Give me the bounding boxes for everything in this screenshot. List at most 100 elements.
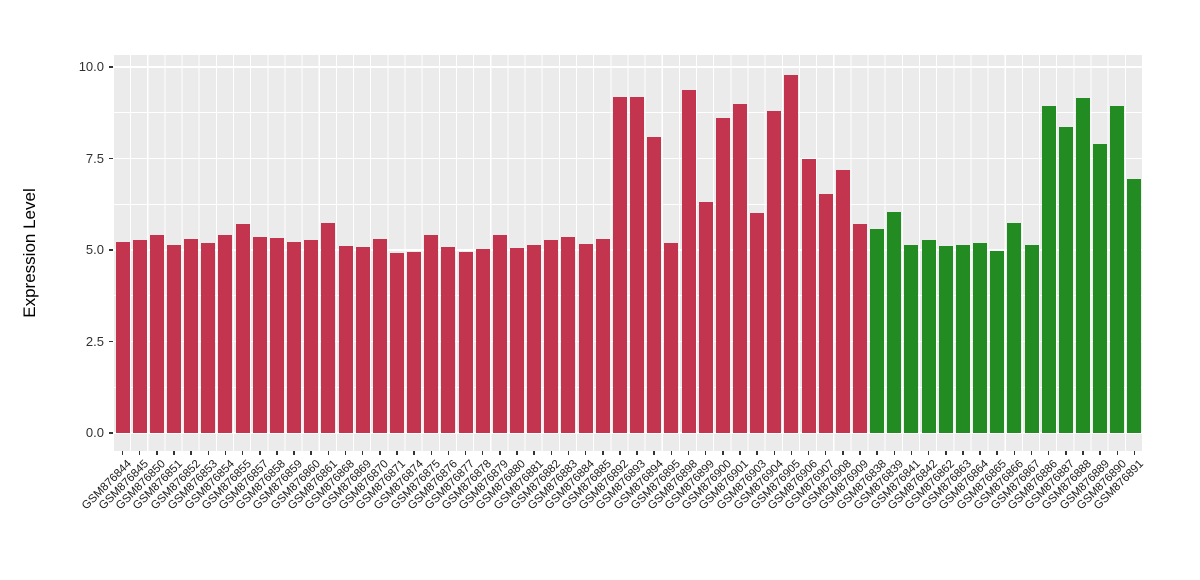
- bar: [372, 239, 387, 433]
- x-axis-tick: [842, 451, 844, 455]
- x-axis-tick: [173, 451, 175, 455]
- bar: [681, 90, 696, 433]
- x-axis-tick: [1013, 451, 1016, 455]
- x-axis-tick: [1133, 451, 1136, 455]
- y-axis-tick: [109, 432, 113, 434]
- x-axis-tick: [207, 451, 210, 455]
- bar: [304, 239, 319, 433]
- bar: [664, 242, 679, 433]
- bar: [595, 239, 610, 433]
- x-axis-tick: [190, 451, 192, 455]
- x-axis-tick: [824, 451, 827, 455]
- x-axis-tick: [807, 451, 810, 455]
- bar: [458, 251, 473, 433]
- bar: [1127, 179, 1142, 433]
- bar: [955, 244, 970, 433]
- x-axis-tick: [602, 451, 604, 455]
- x-axis-tick: [344, 451, 347, 455]
- bar: [424, 234, 439, 433]
- bar: [938, 245, 953, 433]
- bar: [990, 250, 1005, 433]
- bar: [287, 242, 302, 433]
- bar: [527, 245, 542, 433]
- y-axis-tick: [109, 157, 113, 160]
- x-axis-tick: [979, 451, 981, 455]
- x-axis-tick: [876, 451, 878, 455]
- bar: [1041, 105, 1056, 433]
- bar: [698, 201, 713, 433]
- y-axis-tick: [109, 249, 113, 251]
- x-axis-tick: [379, 451, 381, 455]
- bar: [870, 228, 885, 433]
- bar: [818, 194, 833, 433]
- x-axis-tick: [1047, 451, 1050, 455]
- bar: [544, 240, 559, 433]
- gridline-minor: [114, 203, 1143, 205]
- bar: [475, 248, 490, 433]
- bar: [612, 96, 627, 433]
- y-tick-label: 10.0: [78, 59, 104, 74]
- bar: [904, 244, 919, 433]
- x-axis-tick: [481, 451, 484, 455]
- x-axis-tick: [138, 451, 141, 455]
- x-axis-tick: [996, 451, 998, 455]
- bar: [184, 239, 199, 433]
- bar: [321, 223, 336, 433]
- plot-panel: [114, 55, 1143, 451]
- bar: [630, 97, 645, 433]
- bar: [750, 212, 765, 433]
- bar: [149, 234, 164, 433]
- x-axis-tick: [464, 451, 467, 455]
- bar: [389, 252, 404, 433]
- bar: [973, 242, 988, 433]
- x-axis-tick: [224, 451, 227, 455]
- x-axis-tick: [567, 451, 570, 455]
- y-tick-label: 7.5: [85, 150, 104, 166]
- x-axis-tick: [773, 451, 776, 455]
- x-axis-tick: [550, 451, 553, 455]
- x-axis-tick: [259, 451, 261, 455]
- bar: [767, 111, 782, 433]
- bar: [715, 118, 730, 433]
- bar: [1110, 105, 1125, 433]
- bar: [887, 211, 902, 433]
- y-axis-title: Expression Level: [20, 188, 39, 318]
- x-axis-tick: [156, 451, 158, 455]
- bar: [407, 251, 422, 433]
- bar: [801, 158, 816, 433]
- y-tick-label: 5.0: [85, 242, 104, 257]
- bar: [235, 223, 250, 433]
- bar: [732, 103, 747, 433]
- x-axis-tick: [121, 451, 124, 455]
- x-axis-tick: [962, 451, 964, 455]
- gridline-minor: [114, 112, 1143, 114]
- x-axis-tick: [430, 451, 433, 455]
- gridline-minor: [114, 295, 1143, 297]
- bar: [115, 242, 130, 433]
- x-axis-tick: [499, 451, 501, 455]
- x-axis-tick: [293, 451, 295, 455]
- x-axis-tick: [1116, 451, 1119, 455]
- gridline-minor: [114, 386, 1143, 388]
- bar: [167, 244, 182, 433]
- x-axis-tick: [619, 451, 621, 455]
- x-axis-tick: [687, 451, 690, 455]
- bar: [132, 240, 147, 433]
- x-axis-tick: [893, 451, 896, 455]
- x-axis-tick: [447, 451, 450, 455]
- x-axis-tick: [670, 451, 673, 455]
- gridline-major: [114, 340, 1143, 343]
- x-axis-tick: [722, 451, 724, 455]
- x-axis-tick: [533, 451, 535, 455]
- x-axis-tick: [945, 451, 947, 455]
- bar: [1024, 244, 1039, 433]
- bar: [921, 239, 936, 433]
- bar: [338, 245, 353, 433]
- x-axis-tick: [1099, 451, 1101, 455]
- bar: [1058, 127, 1073, 433]
- bar: [441, 247, 456, 433]
- bar: [218, 235, 233, 433]
- x-axis-tick: [1082, 451, 1084, 455]
- gridline-major: [114, 249, 1143, 251]
